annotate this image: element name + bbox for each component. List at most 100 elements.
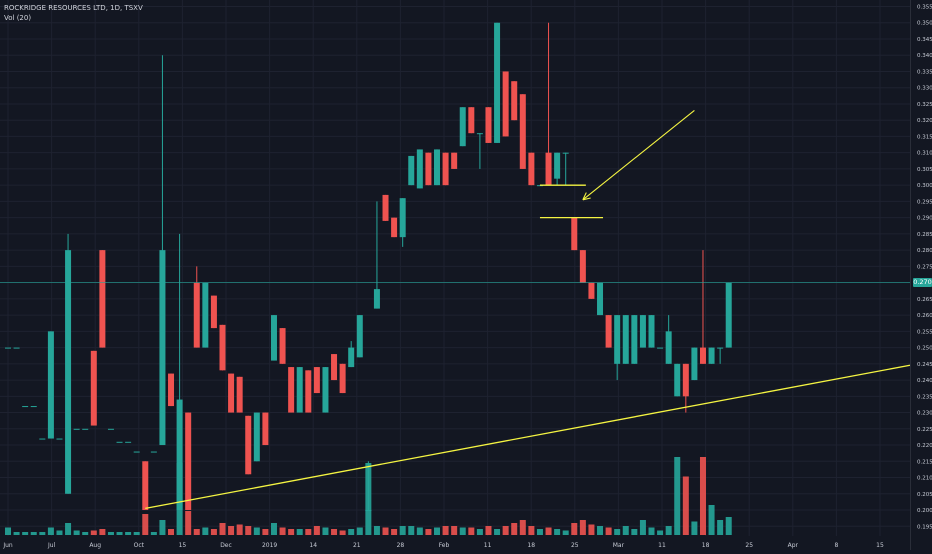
price-tick-label: 0.250 (917, 346, 932, 352)
volume-bar (622, 526, 629, 535)
arrow-head-stroke (582, 197, 591, 201)
candle-body (210, 295, 217, 329)
volume-bar (133, 532, 140, 535)
candle-body (476, 133, 483, 135)
time-tick-label: 11 (484, 542, 492, 549)
volume-bar (142, 514, 149, 535)
candle-body (150, 451, 157, 453)
volume-bar (253, 527, 260, 535)
candle-body (125, 441, 132, 443)
candle-body (47, 331, 54, 439)
candle-body (30, 406, 37, 408)
price-tick-label: 0.295 (917, 199, 932, 205)
candle-body (253, 412, 260, 462)
candle-body (665, 331, 672, 364)
symbol-title: ROCKRIDGE RESOURCES LTD, 1D, TSXV (4, 4, 143, 12)
candle-body (82, 428, 89, 430)
price-axis-background (910, 0, 932, 550)
candle-body (434, 149, 440, 186)
volume-bar (682, 476, 689, 535)
price-tick-label: 0.245 (917, 362, 932, 368)
price-tick-label: 0.240 (917, 378, 932, 384)
candle-body (22, 406, 29, 408)
volume-bar (511, 523, 518, 535)
price-tick-label: 0.195 (917, 524, 932, 530)
volume-bar (13, 532, 20, 535)
time-axis[interactable]: Jun Jul Aug Oct 15 Dec 2019 14 21 28 Feb 11 18 25 Mar 1… (2, 542, 884, 549)
volume-bar (554, 529, 561, 535)
candle-body (373, 289, 380, 309)
volume-bar (228, 526, 235, 535)
volume-bar (502, 526, 509, 535)
volume-bar (631, 529, 638, 535)
volume-bar (382, 527, 389, 535)
volume-bar (116, 532, 123, 535)
time-tick-label: Dec (220, 542, 232, 549)
volume-bar (245, 526, 252, 535)
price-tick-label: 0.280 (917, 248, 932, 254)
time-tick-label: 14 (309, 542, 317, 549)
price-tick-label: 0.205 (917, 492, 932, 498)
volume-bar (605, 527, 612, 535)
candle-body (657, 347, 664, 349)
time-tick-label: 15 (179, 542, 187, 549)
time-tick-label: Jun (2, 542, 13, 549)
candle-body (639, 315, 646, 348)
volume-bar (459, 527, 466, 535)
candle-body (185, 412, 192, 511)
candle-body (322, 367, 329, 413)
price-tick-label: 0.325 (917, 102, 932, 108)
volume-bar (648, 527, 655, 535)
volume-bar (597, 526, 604, 535)
candle-body (13, 347, 20, 349)
candle-body (494, 22, 501, 143)
candle-body (331, 354, 338, 381)
price-tick-label: 0.305 (917, 167, 932, 173)
volume-bar (82, 532, 89, 535)
candle-body (631, 315, 638, 364)
drawings (0, 110, 911, 510)
candle-body (588, 282, 595, 299)
candle-body (279, 328, 286, 364)
candle-body (502, 71, 509, 137)
volume-bar (168, 529, 175, 535)
volume-bar (519, 520, 526, 535)
price-tick-label: 0.210 (917, 476, 932, 482)
volume-bar (699, 457, 706, 535)
time-tick-label: 25 (745, 542, 753, 549)
volume-bar (30, 532, 37, 535)
candle-body (391, 217, 398, 238)
volume-bar (39, 532, 46, 535)
price-tick-label: 0.350 (917, 21, 932, 27)
volume-bar (528, 526, 535, 535)
candle-body (571, 217, 578, 251)
candle-body (262, 412, 269, 446)
volume-bar (408, 526, 415, 535)
volume-bar (691, 521, 698, 535)
price-axis[interactable]: 0.195 0.200 0.205 0.210 0.215 0.220 0.225 0.230… (910, 0, 932, 550)
time-tick-label: 18 (527, 542, 535, 549)
volume-indicator-label: Vol (20) (4, 14, 32, 22)
volume-bar (665, 526, 672, 535)
volume-bar (22, 532, 29, 535)
time-tick-label: 2019 (262, 542, 277, 549)
price-tick-label: 0.225 (917, 427, 932, 433)
candle-body (622, 315, 629, 364)
candle-body (554, 152, 561, 179)
candle-body (219, 324, 226, 371)
volume-bar (305, 529, 312, 535)
volume-bar (416, 527, 423, 535)
candle-body (193, 282, 200, 348)
candle-body (56, 438, 63, 440)
volume-bar (536, 529, 543, 535)
price-tick-label: 0.230 (917, 411, 932, 417)
price-tick-label: 0.275 (917, 264, 932, 270)
volume-bar (125, 532, 132, 535)
time-tick-label: Oct (134, 542, 145, 549)
time-tick-label: 18 (702, 542, 710, 549)
grid-lines (0, 0, 910, 536)
candle-body (725, 282, 732, 348)
candle-body (562, 152, 569, 154)
candle-body (468, 107, 475, 134)
